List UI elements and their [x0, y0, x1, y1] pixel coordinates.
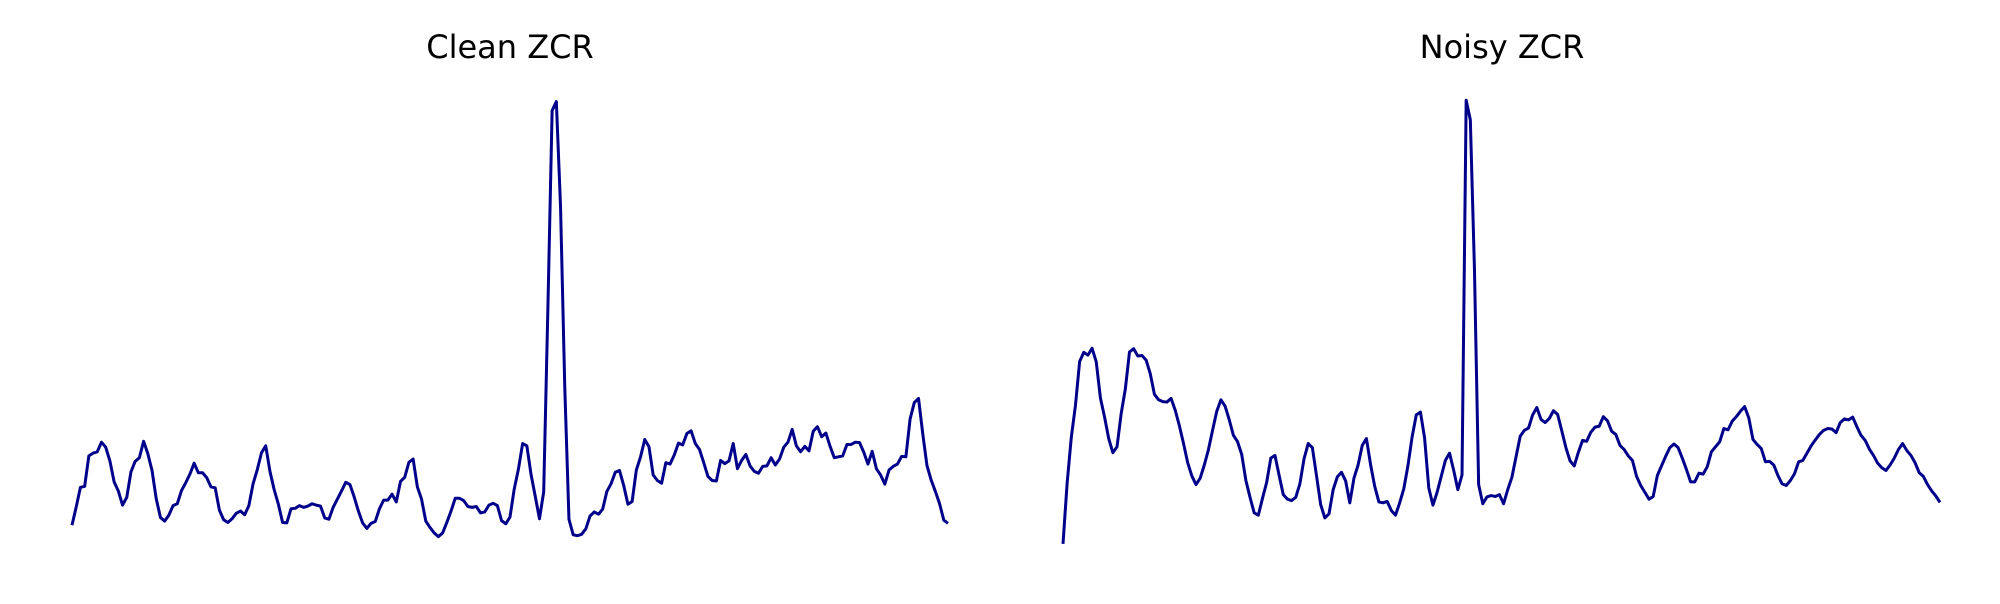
noisy-zcr-title: Noisy ZCR	[1420, 28, 1585, 66]
clean-zcr-title: Clean ZCR	[426, 28, 593, 66]
clean-zcr-series-line	[70, 100, 949, 539]
noisy-zcr-panel: Noisy ZCR	[1061, 28, 1942, 544]
noisy-zcr-series-line	[1061, 98, 1942, 544]
clean-zcr-panel: Clean ZCR	[70, 28, 949, 539]
